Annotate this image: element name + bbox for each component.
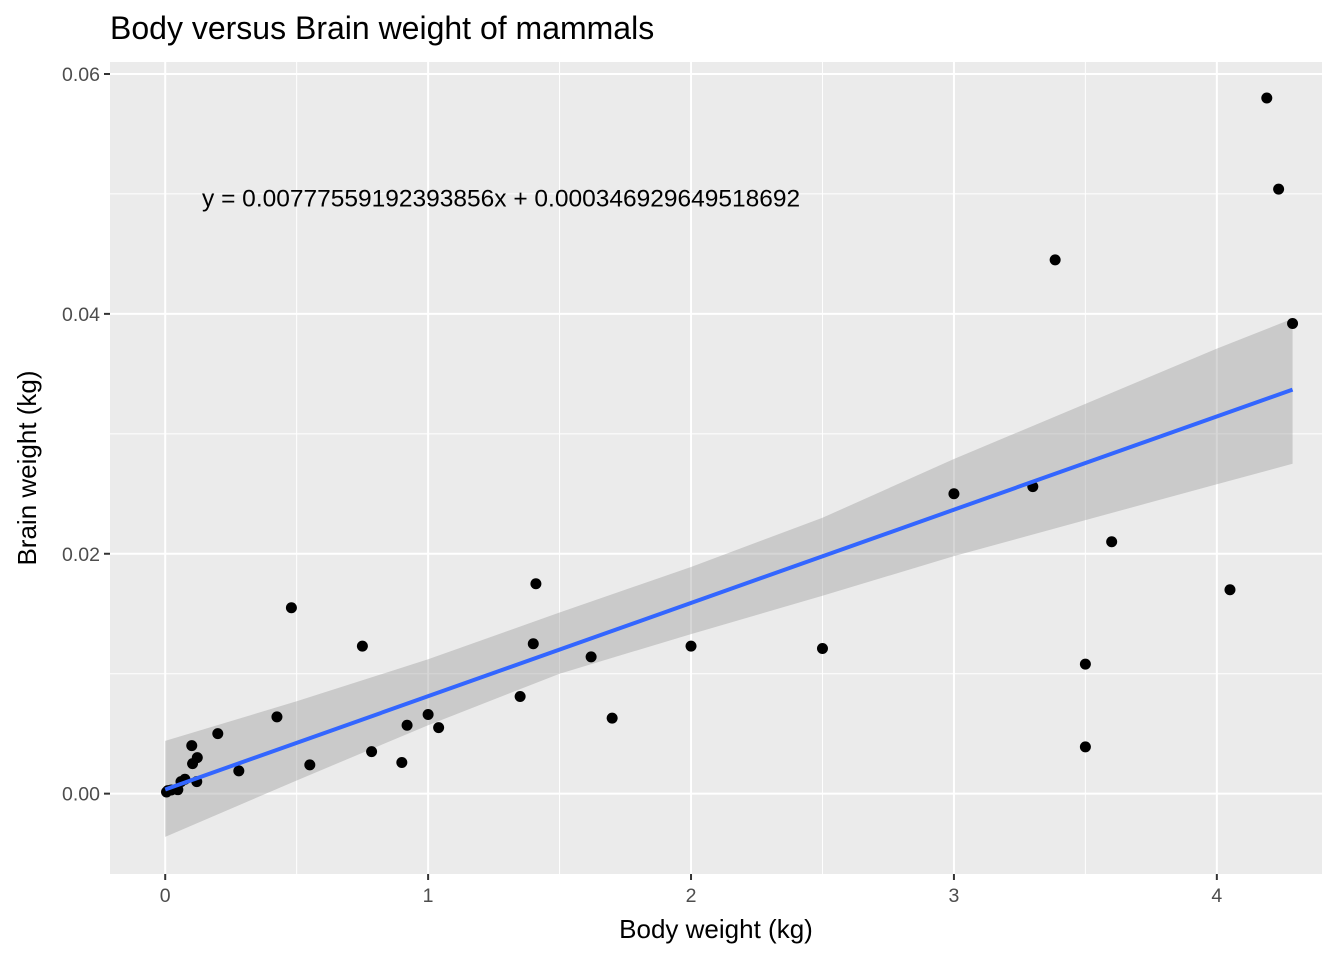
data-point: [685, 640, 697, 652]
minor-gridlines: [110, 62, 1322, 874]
regression-equation: y = 0.00777559192393856x + 0.00034692964…: [202, 186, 800, 213]
x-axis-label: Body weight (kg): [619, 914, 813, 944]
data-point: [233, 765, 245, 777]
chart-title: Body versus Brain weight of mammals: [110, 10, 655, 46]
data-point: [366, 746, 378, 758]
x-tick-label: 3: [949, 885, 960, 907]
y-tick-label: 0.06: [62, 64, 100, 86]
y-tick-label: 0.00: [62, 784, 100, 806]
data-point: [285, 602, 297, 614]
data-point: [1079, 658, 1091, 670]
data-points: [161, 92, 1299, 798]
data-point: [530, 578, 542, 590]
confidence-band: [165, 318, 1293, 837]
x-tick-label: 0: [160, 885, 171, 907]
data-point: [1049, 254, 1061, 266]
data-point: [396, 756, 408, 768]
data-point: [212, 728, 224, 740]
data-point: [356, 640, 368, 652]
x-axis: 0 1 2 3 4: [160, 874, 1222, 907]
data-point: [186, 740, 198, 752]
data-point: [191, 752, 203, 764]
data-point: [1106, 536, 1118, 548]
major-gridlines: [110, 62, 1322, 874]
data-point: [1079, 741, 1091, 753]
x-tick-label: 1: [423, 885, 434, 907]
data-point: [1287, 317, 1299, 329]
data-point: [422, 708, 434, 720]
regression-line: [164, 387, 1294, 792]
data-point: [606, 712, 618, 724]
y-axis-label: Brain weight (kg): [12, 370, 42, 565]
data-point: [1273, 183, 1285, 195]
data-point: [948, 488, 960, 500]
data-point: [304, 759, 316, 771]
data-point: [1261, 92, 1273, 104]
data-point: [514, 690, 526, 702]
x-tick-label: 4: [1211, 885, 1222, 907]
data-point: [527, 638, 539, 650]
data-point: [271, 711, 283, 723]
data-point: [433, 722, 445, 734]
data-point: [585, 651, 597, 663]
x-tick-label: 2: [686, 885, 697, 907]
y-axis: 0.00 0.02 0.04 0.06: [62, 64, 110, 806]
y-tick-label: 0.02: [62, 544, 100, 566]
y-tick-label: 0.04: [62, 304, 100, 326]
data-point: [1224, 584, 1236, 596]
data-point: [816, 643, 828, 655]
data-point: [401, 719, 413, 731]
